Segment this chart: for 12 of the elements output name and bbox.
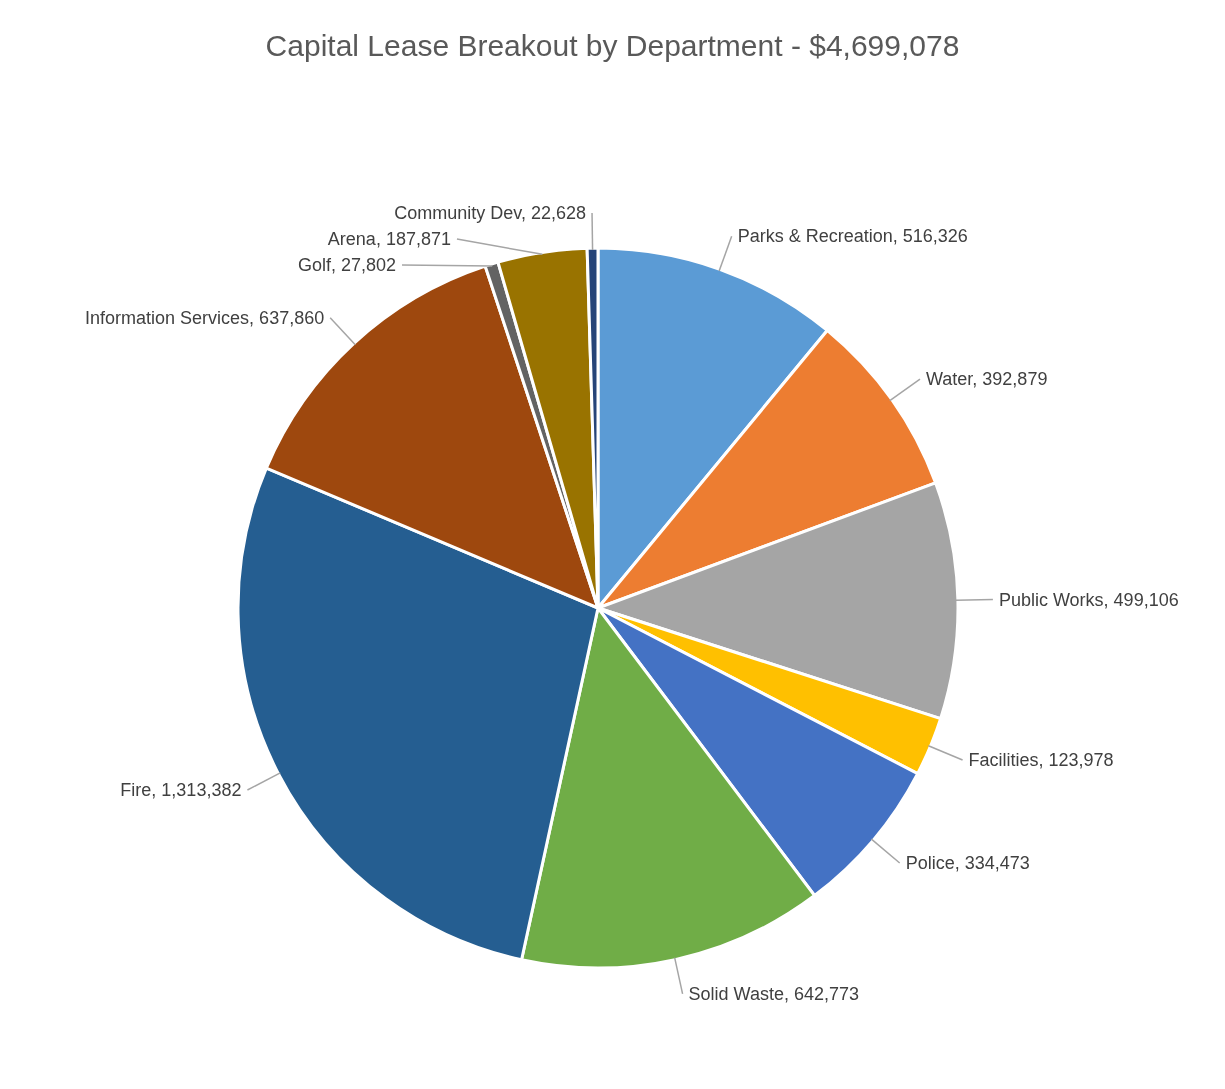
- slice-label: Arena, 187,871: [327, 229, 451, 250]
- slice-label: Parks & Recreation, 516,326: [737, 226, 968, 247]
- chart-title: Capital Lease Breakout by Department - $4,699,078: [265, 29, 960, 62]
- slice-label: Water, 392,879: [926, 369, 1048, 390]
- slice-label: Solid Waste, 642,773: [688, 983, 860, 1004]
- slice-label: Public Works, 499,106: [998, 589, 1179, 610]
- slice-label: Information Services, 637,860: [85, 307, 325, 328]
- slice-label: Police, 334,473: [905, 852, 1030, 873]
- slice-label: Golf, 27,802: [297, 255, 397, 276]
- slice-label: Fire, 1,313,382: [120, 779, 242, 800]
- slice-label: Community Dev, 22,628: [394, 203, 587, 224]
- slice-label: Facilities, 123,978: [968, 750, 1114, 771]
